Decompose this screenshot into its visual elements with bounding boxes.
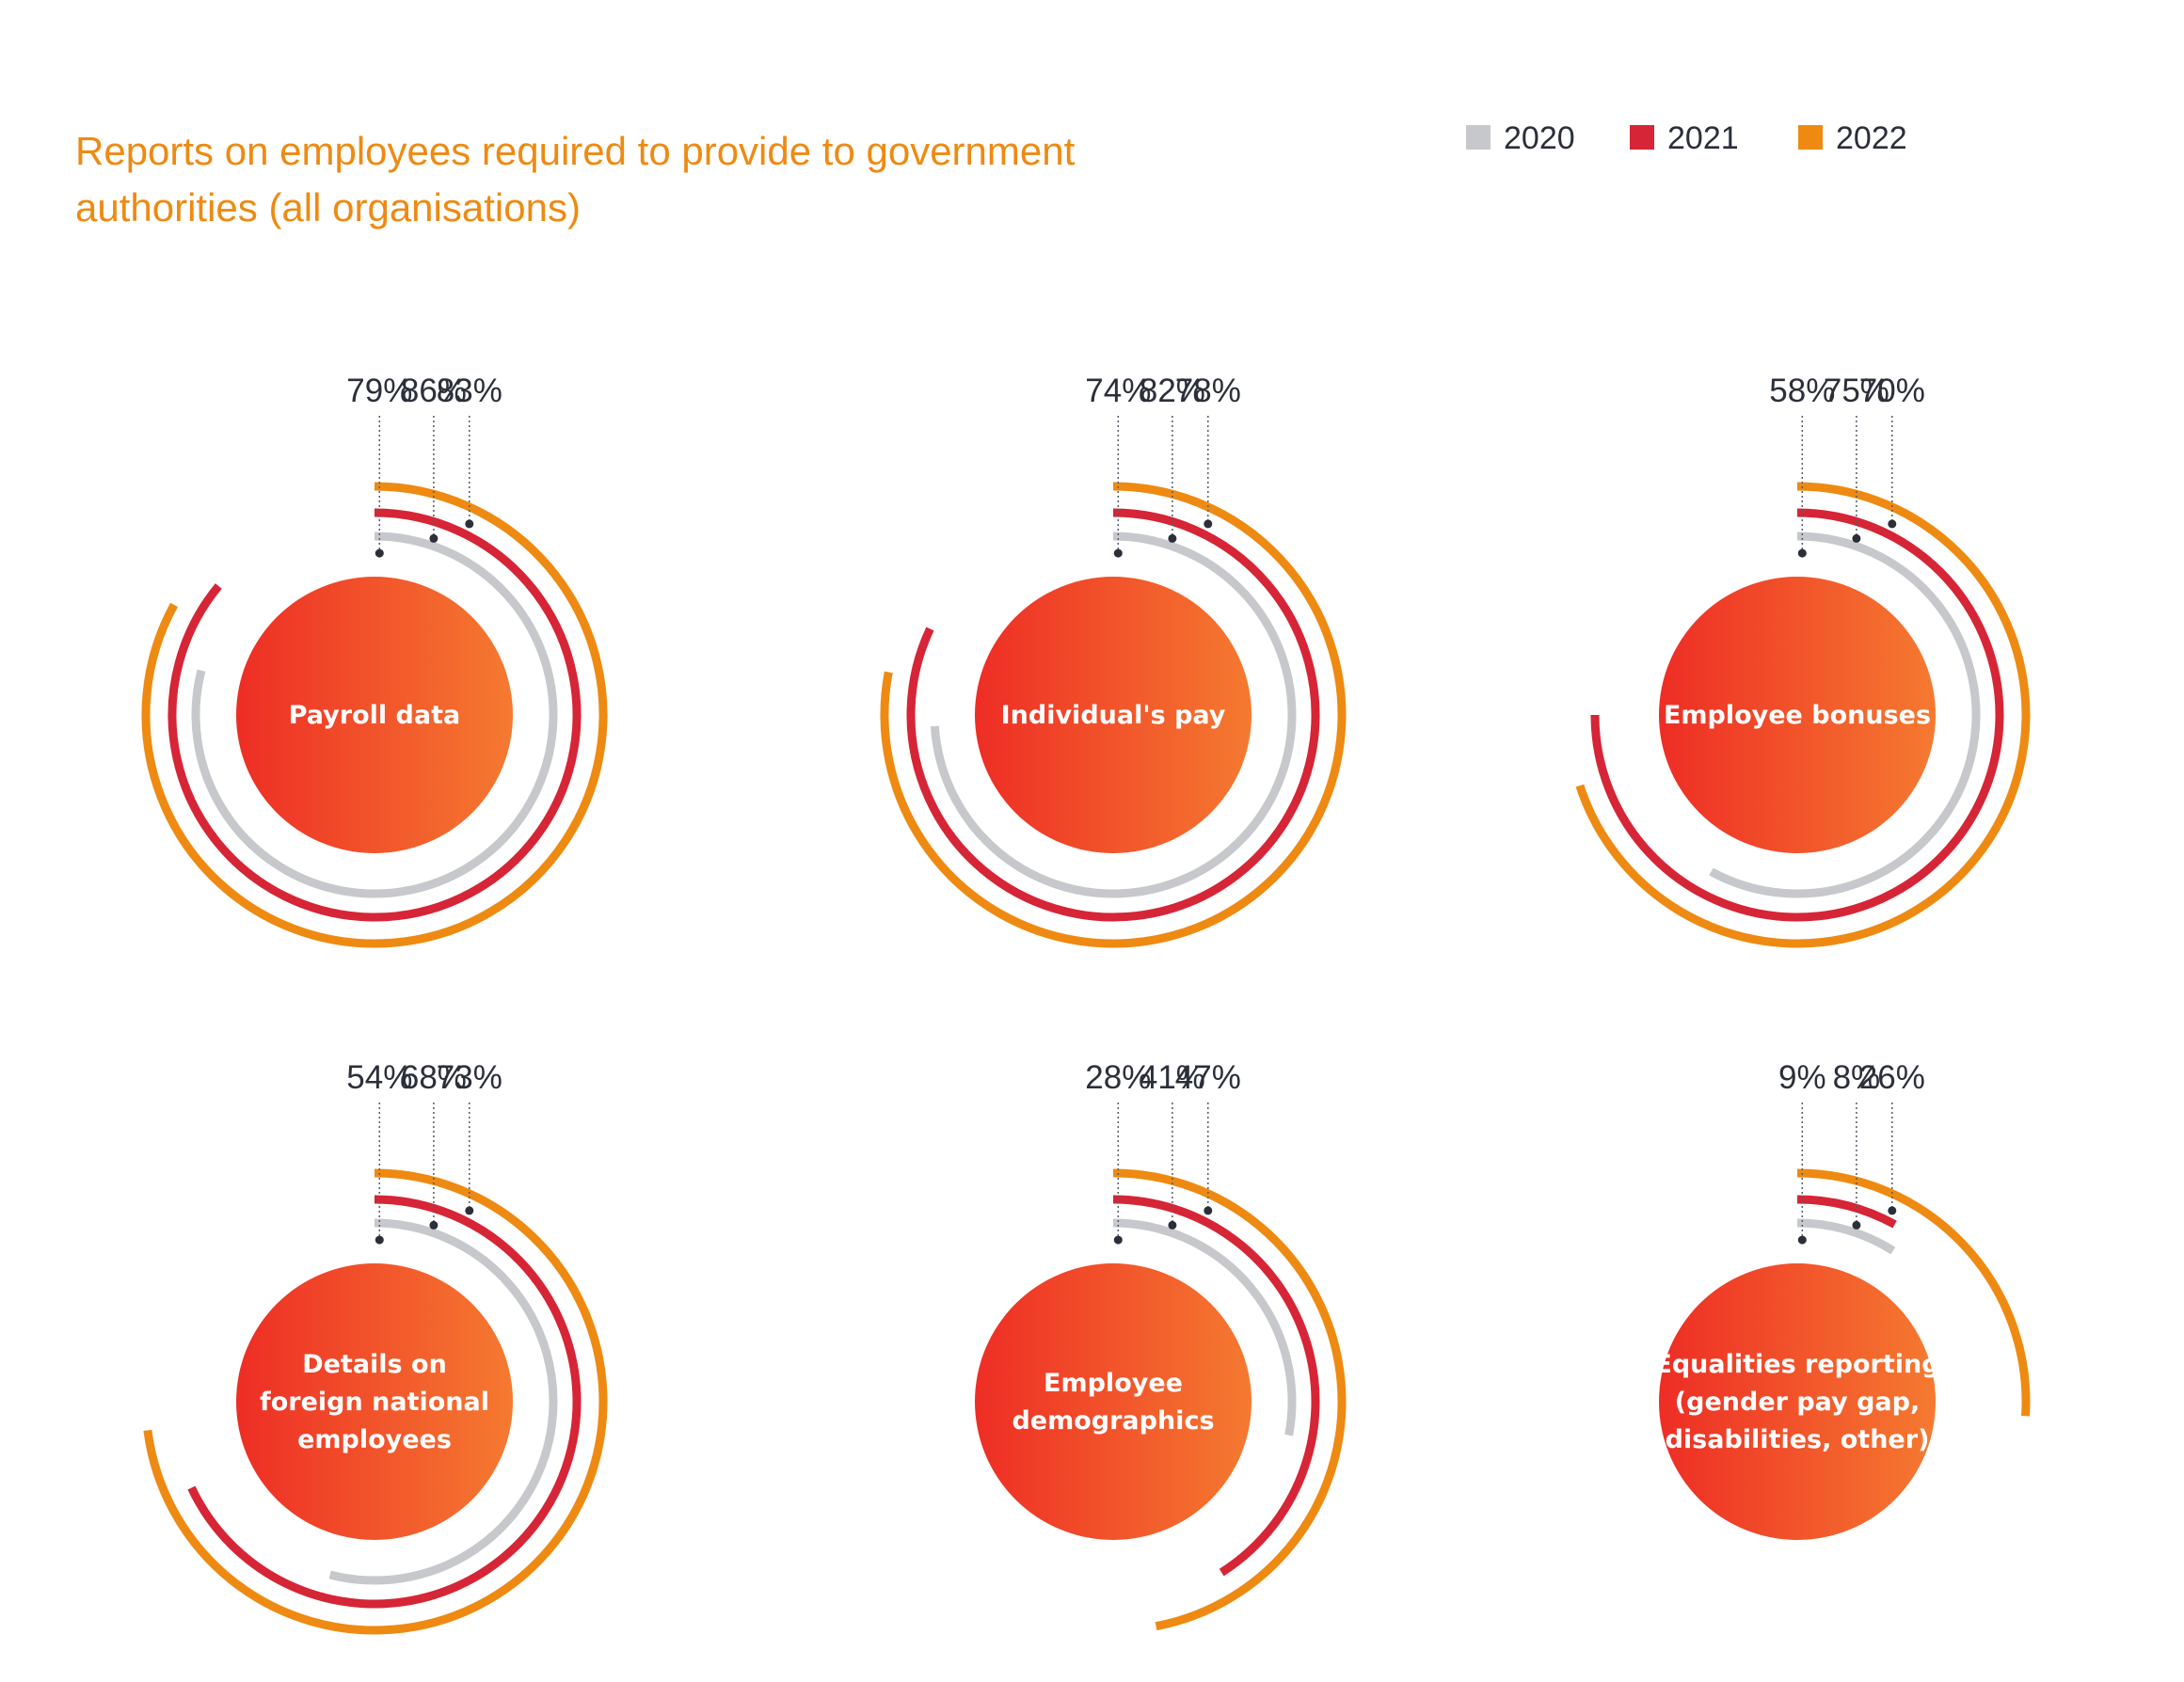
chart-title-line-1: Reports on employees required to provide… <box>75 129 1076 173</box>
legend-swatch-2020 <box>1466 125 1491 150</box>
arc-2022 <box>1796 1168 2031 1417</box>
leader-dot <box>1204 1206 1213 1215</box>
arc-2022 <box>141 482 608 948</box>
legend-label-2022: 2022 <box>1836 120 1907 156</box>
category-label: (gender pay gap, <box>1675 1388 1920 1417</box>
arc-2021 <box>187 1195 582 1609</box>
arc-2020 <box>1112 1218 1297 1436</box>
donut-panel: 9% 8%26% Equalities reporting (gender pay g… <box>1654 1059 2031 1540</box>
legend-label-2021: 2021 <box>1667 120 1739 156</box>
category-label: demographics <box>1012 1406 1214 1436</box>
leader-dot <box>1852 1220 1861 1230</box>
value-label-2022: 83% <box>437 373 502 409</box>
arc-2020 <box>328 1218 558 1585</box>
donut-panel: 58%75%70% Employee bonuses <box>1575 373 2031 948</box>
category-circle <box>1659 1263 1936 1540</box>
leader-dot <box>1113 548 1123 558</box>
chart-title-line-2: authorities (all organisations) <box>75 185 581 230</box>
leader-dot <box>465 1206 474 1215</box>
leader-dot <box>429 1220 438 1230</box>
value-label-2022: 26% <box>1859 1059 1925 1096</box>
arc-2021 <box>1112 1195 1320 1577</box>
category-label: foreign national <box>260 1388 489 1417</box>
value-label-2022: 47% <box>1175 1059 1241 1096</box>
leader-dot <box>375 1235 384 1245</box>
category-label: disabilities, other) <box>1666 1425 1930 1454</box>
value-label-2020: 79% <box>346 373 412 409</box>
leader-dot <box>1888 519 1897 529</box>
arc-2022 <box>880 482 1347 948</box>
leader-dot <box>1797 548 1807 558</box>
legend-label-2020: 2020 <box>1504 120 1575 156</box>
arc-2022 <box>1575 482 2031 948</box>
value-label-2022: 73% <box>437 1059 502 1096</box>
legend-swatch-2022 <box>1798 125 1823 150</box>
leader-dot <box>1168 533 1177 543</box>
arc-2021 <box>906 508 1320 922</box>
value-label-2022: 78% <box>1175 373 1241 409</box>
leader-dot <box>1204 519 1213 529</box>
category-label: employees <box>297 1425 452 1454</box>
donut-panel: 54%68%73% Details on foreign national emplo… <box>143 1059 608 1635</box>
value-label-2022: 70% <box>1859 373 1925 409</box>
leader-dot <box>1168 1220 1177 1230</box>
donut-panel: 74%82%78% Individual's pay <box>880 373 1347 948</box>
leader-dot <box>1852 533 1861 543</box>
category-label: Employee <box>1044 1369 1183 1398</box>
value-label-2020: 9% <box>1778 1059 1826 1096</box>
value-label-2021: 86% <box>401 373 467 409</box>
category-label: Payroll data <box>289 701 461 730</box>
arc-2022 <box>1112 1168 1347 1631</box>
donut-panel: 28%41%47% Employee demographics <box>975 1059 1347 1631</box>
arc-2021 <box>1590 508 2004 922</box>
category-circle <box>236 1263 513 1540</box>
category-label: Individual's pay <box>1001 701 1226 730</box>
arc-2020 <box>191 532 558 898</box>
value-label-2020: 28% <box>1085 1059 1151 1096</box>
leader-dot <box>465 519 474 529</box>
category-label: Details on <box>302 1350 447 1379</box>
category-circle <box>975 1263 1251 1540</box>
legend-swatch-2021 <box>1630 125 1654 150</box>
leader-dot <box>1797 1235 1807 1245</box>
category-circle <box>236 577 513 853</box>
value-label-2021: 8% <box>1833 1059 1881 1096</box>
leader-dot <box>429 533 438 543</box>
value-label-2020: 58% <box>1769 373 1835 409</box>
value-label-2020: 54% <box>346 1059 412 1096</box>
arc-2020 <box>930 532 1297 898</box>
arc-2020 <box>1709 532 1981 898</box>
value-label-2021: 82% <box>1140 373 1205 409</box>
category-label: Employee bonuses <box>1664 701 1931 730</box>
category-label: Equalities reporting <box>1654 1350 1939 1379</box>
legend: 2020 2021 2022 <box>1466 120 1907 156</box>
value-label-2020: 74% <box>1085 373 1151 409</box>
leader-dot <box>1888 1206 1897 1215</box>
value-label-2021: 41% <box>1140 1059 1205 1096</box>
category-circle <box>975 577 1251 853</box>
leader-dot <box>375 548 384 558</box>
arc-2021 <box>167 508 582 922</box>
leader-dot <box>1113 1235 1123 1245</box>
donut-panel: 79%86%83% Payroll data <box>141 373 608 948</box>
arc-2020 <box>1796 1218 1896 1255</box>
value-label-2021: 75% <box>1824 373 1889 409</box>
arc-2021 <box>1796 1195 1897 1229</box>
arc-2022 <box>143 1168 608 1635</box>
value-label-2021: 68% <box>401 1059 467 1096</box>
category-circle <box>1659 577 1936 853</box>
